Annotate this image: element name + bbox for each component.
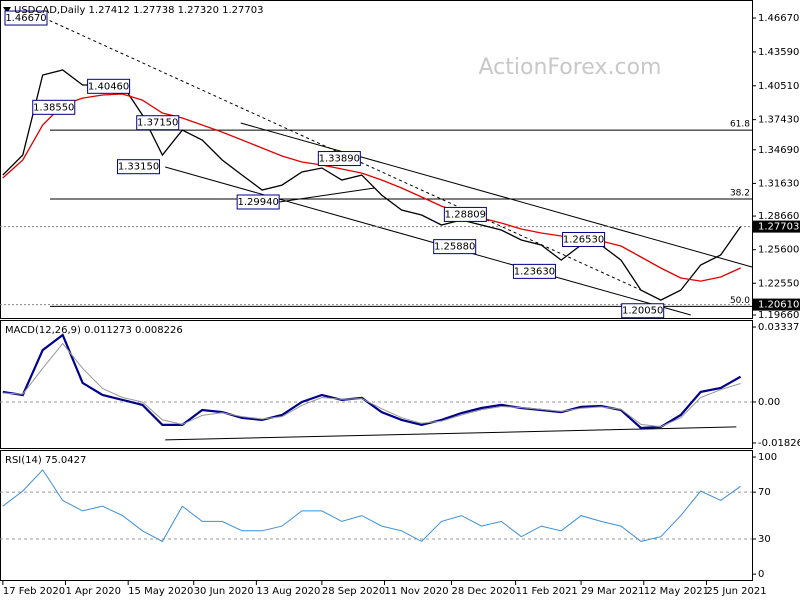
annotation-label: 1.25880	[434, 242, 475, 253]
x-tick-label: 12 May 2021	[644, 586, 709, 597]
annotation-box	[136, 115, 180, 131]
annotation-label: 1.40460	[88, 81, 129, 92]
fib-label: 38.2	[730, 189, 750, 199]
trendline	[165, 166, 691, 316]
y-tick-label: 1.43590	[758, 47, 799, 58]
annotation-label: 1.33150	[118, 162, 159, 173]
price-tag-label: 1.27703	[758, 222, 799, 233]
rsi-panel	[0, 450, 753, 581]
x-tick-label: 30 Jun 2020	[194, 586, 254, 597]
y-tick-label: 1.28660	[758, 211, 799, 222]
x-tick-label: 13 Aug 2020	[256, 586, 320, 597]
y-tick-label: 70	[758, 487, 771, 498]
annotation-box	[512, 263, 556, 279]
y-tick-label: 1.40510	[758, 81, 799, 92]
annotation-box	[32, 99, 76, 115]
panel-title: MACD(12,26,9) 0.011273 0.008226	[5, 325, 183, 336]
y-tick-label: 0.00	[758, 397, 780, 408]
series-line	[2, 333, 742, 430]
annotation-label: 1.29940	[237, 197, 278, 208]
x-tick-label: 1 Apr 2020	[66, 586, 121, 597]
x-tick-label: 15 May 2020	[128, 586, 193, 597]
y-tick-label: 0	[758, 569, 764, 580]
annotation-label: 1.46670	[5, 13, 46, 24]
fib-label: 50.0	[730, 296, 750, 306]
x-tick-label: 17 Feb 2020	[3, 586, 65, 597]
macd-panel	[0, 320, 753, 449]
y-tick-label: 1.37430	[758, 115, 799, 126]
y-tick-label: 1.25600	[758, 245, 799, 256]
annotation-box	[317, 151, 361, 167]
annotation-box	[87, 78, 131, 94]
x-tick-label: 29 Mar 2021	[581, 586, 644, 597]
series-line	[2, 469, 741, 543]
y-tick-label: 1.22550	[758, 278, 799, 289]
x-tick-label: 28 Dec 2020	[451, 586, 515, 597]
price-panel	[0, 0, 753, 319]
panel-title: RSI(14) 75.0427	[5, 455, 86, 466]
y-tick-label: 100	[758, 452, 777, 463]
annotation-box	[117, 159, 161, 175]
annotation-box	[433, 239, 477, 255]
series-line	[2, 342, 741, 428]
annotation-label: 1.28809	[445, 209, 486, 220]
y-tick-label: 30	[758, 534, 771, 545]
y-tick-label: -0.018262	[758, 438, 800, 449]
annotation-box	[443, 206, 487, 222]
annotation-label: 1.37150	[137, 118, 178, 129]
y-tick-label: 1.34690	[758, 145, 799, 156]
price-tag-label: 1.20610	[758, 300, 799, 311]
x-tick-label: 25 Jun 2021	[706, 586, 766, 597]
annotation-label: 1.33890	[319, 154, 360, 165]
annotation-box	[621, 303, 665, 319]
annotation-label: 1.20050	[622, 306, 663, 317]
y-tick-label: 0.03337	[758, 322, 799, 333]
annotation-box	[4, 10, 48, 26]
trendline	[279, 187, 375, 203]
trendline	[240, 122, 753, 268]
annotation-label: 1.23630	[514, 266, 555, 277]
annotation-box	[562, 231, 606, 247]
x-tick-label: 28 Sep 2020	[322, 586, 385, 597]
series-line	[2, 93, 741, 282]
annotation-box	[236, 194, 280, 210]
y-tick-label: 1.19660	[758, 310, 799, 321]
y-tick-label: 1.46670	[758, 13, 799, 24]
x-tick-label: 11 Nov 2020	[385, 586, 449, 597]
x-tick-label: 11 Feb 2021	[516, 586, 578, 597]
fib-label: 61.8	[730, 120, 750, 130]
price-tag	[753, 298, 800, 311]
panel-title: USDCAD,Daily 1.27412 1.27738 1.27320 1.2…	[14, 5, 264, 16]
y-tick-label: 1.31630	[758, 178, 799, 189]
price-tag	[753, 220, 800, 233]
annotation-label: 1.38550	[33, 102, 74, 113]
watermark: ActionForex.com	[479, 55, 662, 80]
annotation-label: 1.26530	[563, 234, 604, 245]
menu-icon	[3, 7, 11, 13]
